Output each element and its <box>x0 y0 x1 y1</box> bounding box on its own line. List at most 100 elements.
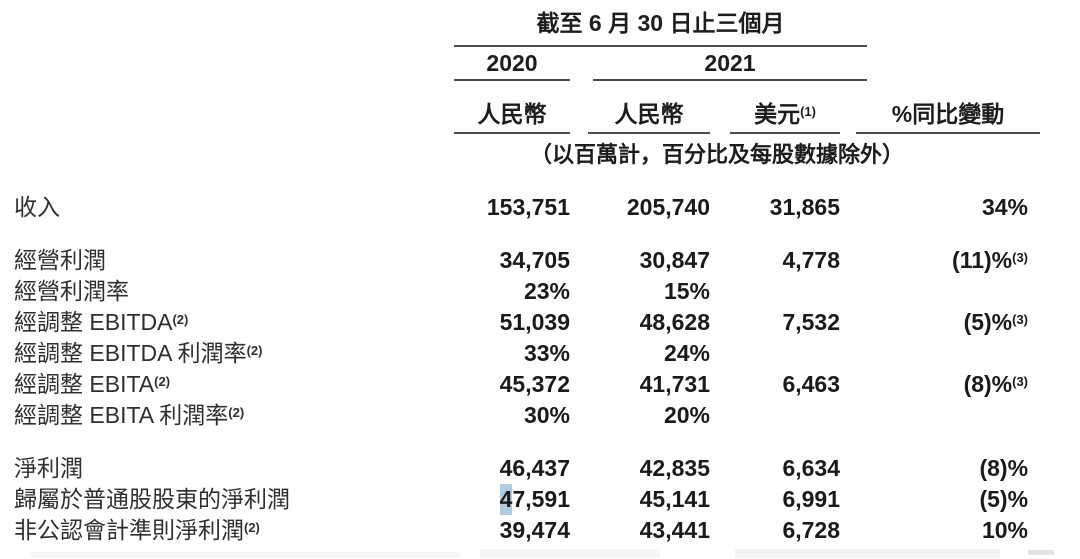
financial-table: 截至 6 月 30 日止三個月 2020 2021 人民幣 <box>14 4 1041 546</box>
cell-usd-2021: 31,865 <box>769 194 841 220</box>
cell-yoy-change: (8)% <box>979 455 1029 481</box>
empty-cell <box>14 81 454 134</box>
cell-rmb-2020: 51,039 <box>499 309 570 335</box>
table-row: 非公認會計準則淨利潤(2) 39,474 43,441 6,728 10% <box>14 515 1040 546</box>
page-edge-artifact <box>30 552 460 558</box>
cell-rmb-2020: 23% <box>523 278 570 304</box>
cell-rmb-2021: 42,835 <box>639 455 710 481</box>
year-header-row: 2020 2021 <box>14 47 1040 81</box>
row-label: 經調整 EBITA(2) <box>14 371 171 397</box>
cell-rmb-2021: 205,740 <box>626 194 710 220</box>
cell-yoy-change <box>840 400 1040 431</box>
page-edge-artifact <box>1028 550 1054 555</box>
cell-rmb-2020: 153,751 <box>486 194 570 220</box>
header-rmb-2021-cell: 人民幣 <box>570 81 710 134</box>
cell-rmb-2020: 30% <box>523 402 570 428</box>
cell-yoy-change <box>840 276 1040 307</box>
header-yoy: %同比變動 <box>856 81 1041 134</box>
label-footnote-marker: (2) <box>244 520 260 536</box>
cell-usd-2021: 7,532 <box>782 309 841 335</box>
header-usd-label: 美元 <box>754 101 801 127</box>
cell-usd-2021 <box>710 400 840 431</box>
header-rmb-2020-cell: 人民幣 <box>454 81 570 134</box>
spacer-cell <box>14 223 1040 245</box>
empty-cell <box>14 134 454 192</box>
label-footnote-marker: (2) <box>172 312 189 328</box>
row-label: 淨利潤 <box>14 455 83 481</box>
row-label: 經調整 EBITDA(2) <box>14 309 189 335</box>
currency-header-row: 人民幣 人民幣 美元(1) %同比變動 <box>14 81 1041 134</box>
cell-rmb-2020: 45,372 <box>499 371 570 397</box>
empty-cell <box>14 47 454 81</box>
cell-rmb-2021: 20% <box>663 402 710 428</box>
header-usd: 美元(1) <box>730 81 841 134</box>
empty-cell <box>840 47 1040 81</box>
row-label: 歸屬於普通股股東的淨利潤 <box>14 486 290 512</box>
cell-usd-2021 <box>710 276 840 307</box>
cell-rmb-2020: 34,705 <box>499 247 570 273</box>
header-yoy-cell: %同比變動 <box>840 81 1041 134</box>
cell-yoy-change: (5)%(3) <box>963 309 1029 335</box>
yoy-footnote-marker: (3) <box>1012 312 1029 328</box>
cell-usd-2021: 6,634 <box>782 455 841 481</box>
spacer-row <box>14 431 1040 453</box>
cell-yoy-change: (8)%(3) <box>963 371 1029 397</box>
period-title-cell: 截至 6 月 30 日止三個月 <box>454 4 868 47</box>
empty-cell <box>14 4 454 47</box>
cell-yoy-change <box>840 338 1040 369</box>
period-title: 截至 6 月 30 日止三個月 <box>454 4 868 47</box>
row-label: 經營利潤率 <box>14 278 129 304</box>
label-footnote-marker: (2) <box>154 374 171 390</box>
yoy-footnote-marker: (3) <box>1012 374 1029 390</box>
cell-rmb-2020: 46,437 <box>499 455 570 481</box>
table-row: 經營利潤率 23% 15% <box>14 276 1040 307</box>
cell-rmb-2021: 45,141 <box>639 486 710 512</box>
yoy-footnote-marker: (3) <box>1012 250 1029 266</box>
financial-table-body: 收入 153,751 205,740 31,865 34% 經營利潤 34,705 30,84… <box>14 192 1040 546</box>
table-row: 經調整 EBITDA(2) 51,039 48,628 7,532 (5)%(3) <box>14 307 1040 338</box>
cell-rmb-2021: 48,628 <box>639 309 710 335</box>
cell-usd-2021: 6,991 <box>782 486 841 512</box>
cell-rmb-2020: 33% <box>523 340 570 366</box>
usd-footnote-marker: (1) <box>800 104 816 120</box>
cell-rmb-2021: 24% <box>663 340 710 366</box>
header-usd-cell: 美元(1) <box>710 81 841 134</box>
table-row: 經營利潤 34,705 30,847 4,778 (11)%(3) <box>14 245 1040 276</box>
year-2021-label: 2021 <box>593 47 868 81</box>
cell-usd-2021: 6,728 <box>782 517 841 543</box>
empty-cell <box>840 4 1040 47</box>
row-label: 經調整 EBITDA 利潤率(2) <box>14 340 263 366</box>
table-row: 經調整 EBITDA 利潤率(2) 33% 24% <box>14 338 1040 369</box>
cell-rmb-2021: 43,441 <box>639 517 710 543</box>
table-row: 經調整 EBITA(2) 45,372 41,731 6,463 (8)%(3) <box>14 369 1040 400</box>
note-row: （以百萬計，百分比及每股數據除外） <box>14 134 1040 192</box>
year-2020-cell: 2020 <box>454 47 570 81</box>
header-rmb-2021: 人民幣 <box>588 81 710 134</box>
cell-rmb-2020: 39,474 <box>499 517 570 543</box>
selection-highlight: 4 <box>499 484 513 515</box>
cell-usd-2021 <box>710 338 840 369</box>
page-edge-artifact <box>480 549 660 558</box>
label-footnote-marker: (2) <box>246 343 263 359</box>
label-footnote-marker: (2) <box>228 405 245 421</box>
cell-yoy-change: 10% <box>981 517 1029 543</box>
year-2021-cell: 2021 <box>570 47 868 81</box>
cell-yoy-change: (11)%(3) <box>952 247 1029 273</box>
row-label: 經營利潤 <box>14 247 106 273</box>
table-row: 淨利潤 46,437 42,835 6,634 (8)% <box>14 453 1040 484</box>
table-row: 經調整 EBITA 利潤率(2) 30% 20% <box>14 400 1040 431</box>
units-note: （以百萬計，百分比及每股數據除外） <box>530 142 905 167</box>
cell-yoy-change: 34% <box>981 194 1029 220</box>
cell-rmb-2021: 30,847 <box>639 247 710 273</box>
row-label: 經調整 EBITA 利潤率(2) <box>14 402 245 428</box>
cell-usd-2021: 4,778 <box>782 247 841 273</box>
period-header-row: 截至 6 月 30 日止三個月 <box>14 4 1040 47</box>
year-2020-label: 2020 <box>454 47 570 81</box>
spacer-cell <box>14 431 1040 453</box>
cell-rmb-2021: 41,731 <box>639 371 710 397</box>
table-row: 歸屬於普通股股東的淨利潤 47,591 45,141 6,991 (5)% <box>14 484 1040 515</box>
spacer-row <box>14 223 1040 245</box>
cell-yoy-change: (5)% <box>979 486 1029 512</box>
row-label: 非公認會計準則淨利潤(2) <box>14 517 260 543</box>
cell-rmb-2021: 15% <box>663 278 710 304</box>
